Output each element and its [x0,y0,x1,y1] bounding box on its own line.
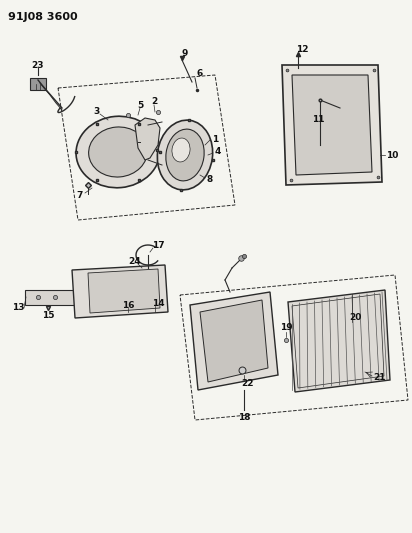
Text: 21: 21 [374,374,386,383]
Text: 5: 5 [137,101,143,109]
Ellipse shape [157,120,213,190]
Ellipse shape [89,127,147,177]
Text: 10: 10 [386,150,398,159]
Text: 14: 14 [152,298,164,308]
Polygon shape [282,65,382,185]
Text: 7: 7 [77,190,83,199]
Polygon shape [190,292,278,390]
Text: 17: 17 [152,240,164,249]
Text: 1: 1 [212,135,218,144]
Text: 9: 9 [182,49,188,58]
Polygon shape [135,118,160,160]
Text: 2: 2 [151,98,157,107]
Text: 13: 13 [12,303,24,312]
Text: 3: 3 [94,108,100,117]
Ellipse shape [76,116,160,188]
Polygon shape [72,265,168,318]
Polygon shape [88,269,160,313]
Text: 4: 4 [215,148,221,157]
Polygon shape [30,78,46,90]
Text: 15: 15 [42,311,54,320]
Text: 18: 18 [238,413,250,422]
Text: 8: 8 [207,175,213,184]
Text: 20: 20 [349,313,361,322]
Polygon shape [292,75,372,175]
Text: 22: 22 [242,378,254,387]
Text: 23: 23 [32,61,44,69]
Text: 11: 11 [312,116,324,125]
Text: 91J08 3600: 91J08 3600 [8,12,77,22]
Text: 6: 6 [197,69,203,78]
Text: 19: 19 [280,324,292,333]
Ellipse shape [172,138,190,162]
Polygon shape [288,290,390,392]
Text: 16: 16 [122,301,134,310]
Ellipse shape [166,129,204,181]
Text: 12: 12 [296,45,308,54]
Polygon shape [25,290,100,305]
Polygon shape [200,300,268,382]
Text: 24: 24 [129,257,141,266]
